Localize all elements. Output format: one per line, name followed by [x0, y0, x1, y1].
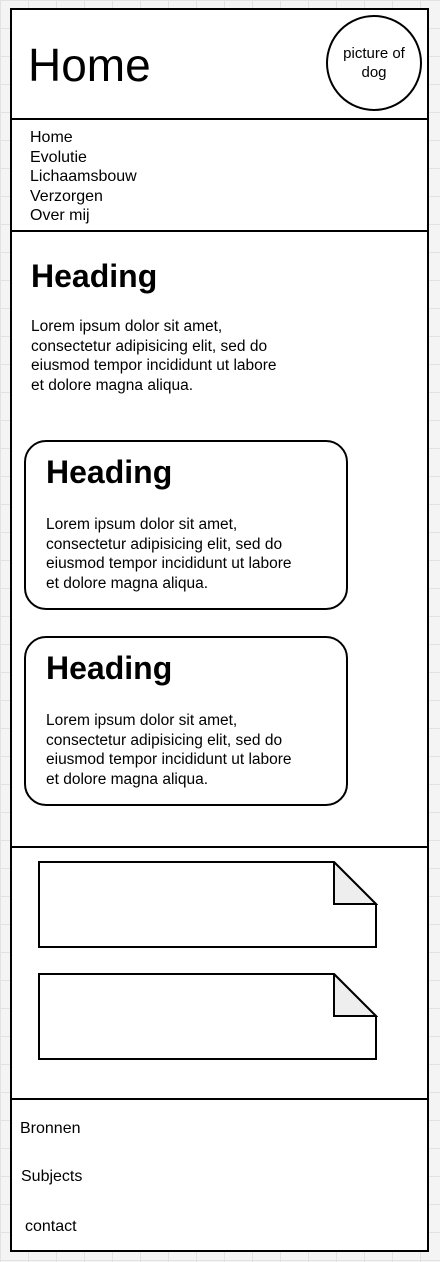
note-placeholder [38, 861, 378, 948]
dog-picture-placeholder: picture of dog [326, 15, 422, 111]
content-divider [12, 846, 427, 848]
nav-item-home[interactable]: Home [30, 129, 73, 146]
header-divider [12, 118, 427, 120]
nav-item-over-mij[interactable]: Over mij [30, 207, 90, 225]
page-title: Home [28, 39, 151, 91]
footer-link-contact[interactable]: contact [25, 1218, 77, 1235]
nav-item-lichaamsbouw[interactable]: Lichaamsbouw [30, 168, 137, 186]
card-heading: Heading [46, 650, 173, 686]
content-card: Heading Lorem ipsum dolor sit amet, cons… [24, 440, 348, 610]
nav-item-verzorgen[interactable]: Verzorgen [30, 187, 103, 205]
card-paragraph: Lorem ipsum dolor sit amet, consectetur … [46, 516, 292, 592]
content-card: Heading Lorem ipsum dolor sit amet, cons… [24, 636, 348, 806]
main-paragraph: Lorem ipsum dolor sit amet, consectetur … [31, 318, 277, 394]
main-heading: Heading [31, 258, 158, 294]
card-paragraph: Lorem ipsum dolor sit amet, consectetur … [46, 712, 292, 788]
nav-menu: Home Evolutie Lichaamsbouw Verzorgen Ove… [30, 128, 137, 226]
footer-link-bronnen[interactable]: Bronnen [20, 1120, 81, 1137]
nav-item-evolutie[interactable]: Evolutie [30, 148, 87, 166]
footer-link-subjects[interactable]: Subjects [21, 1168, 83, 1185]
footer-divider [12, 1098, 427, 1100]
card-heading: Heading [46, 454, 173, 490]
wireframe-frame: Home picture of dog Home Evolutie Lichaa… [10, 8, 429, 1252]
nav-divider [12, 230, 427, 232]
note-placeholder [38, 973, 378, 1060]
avatar-label: picture of dog [343, 45, 405, 81]
